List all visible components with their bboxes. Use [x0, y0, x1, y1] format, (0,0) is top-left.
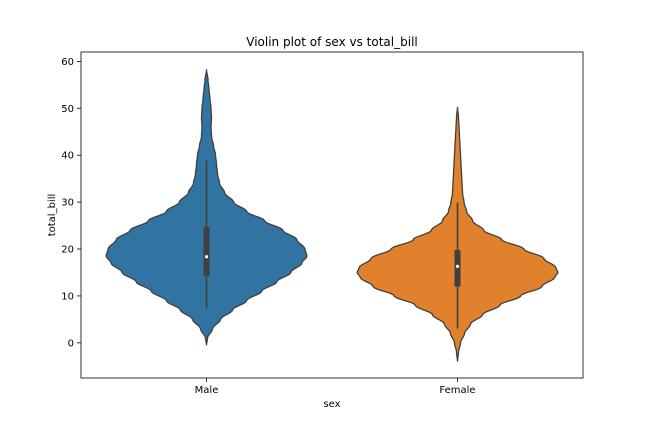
x-axis-label: sex [323, 399, 340, 410]
x-tick-label: Male [195, 385, 219, 396]
x-axis-ticks: Male Female [195, 378, 476, 396]
violin-iqr-box-female [454, 249, 461, 287]
y-axis-label: total_bill [47, 194, 58, 237]
y-tick-label: 20 [61, 245, 74, 256]
plot-frame [80, 51, 584, 379]
violin-median-male [204, 255, 209, 259]
y-tick-label: 30 [61, 198, 74, 209]
violin-median-female [455, 264, 460, 268]
y-tick-label: 50 [61, 104, 74, 115]
violin-iqr-box-male [203, 226, 210, 276]
violins-group [105, 69, 559, 362]
y-tick-label: 10 [61, 291, 74, 302]
chart-title: Violin plot of sex vs total_bill [246, 35, 417, 49]
y-tick-label: 60 [61, 57, 74, 68]
y-tick-label: 0 [68, 338, 74, 349]
y-tick-label: 40 [61, 151, 74, 162]
y-axis-ticks: 0 10 20 30 40 50 60 [61, 57, 81, 349]
x-tick-label: Female [439, 385, 475, 396]
